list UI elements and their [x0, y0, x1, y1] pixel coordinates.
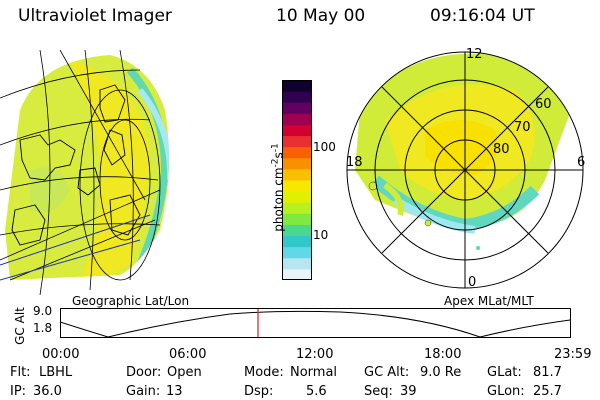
flt-value: LBHL [39, 365, 73, 380]
colorbar-swatch [282, 235, 312, 248]
colorbar-swatch [282, 91, 312, 103]
colorbar-swatch [282, 180, 312, 192]
colorbar-swatch [282, 213, 312, 225]
altitude-plot [60, 308, 571, 338]
door-label: Door: [126, 365, 162, 380]
colorbar-swatch [282, 202, 312, 214]
colorbar-swatch [282, 168, 312, 181]
gain-value: 13 [166, 384, 183, 399]
polar-mlt-18: 18 [346, 155, 363, 170]
altitude-xtick-1800: 18:00 [424, 347, 462, 362]
colorbar-swatch [282, 224, 312, 237]
gain-label: Gain: [126, 384, 161, 399]
polar-plot [346, 51, 584, 289]
colorbar-swatch [282, 135, 312, 148]
glon-label: GLon: [487, 384, 525, 399]
polar-mlt-6: 6 [577, 155, 586, 170]
flt-label: Flt: [10, 365, 31, 380]
colorbar-swatch [282, 146, 312, 159]
date-label: 10 May 00 [276, 6, 366, 26]
altitude-xtick-0600: 06:00 [169, 347, 207, 362]
colorbar-swatch [282, 102, 312, 114]
altitude-xtick-2359: 23:59 [554, 347, 592, 362]
altitude-xtick-0000: 00:00 [42, 347, 80, 362]
colorbar-tick-10: 10 [313, 228, 329, 242]
gcalt-label: GC Alt: [364, 365, 410, 380]
colorbar-tick-100: 100 [313, 140, 336, 154]
altitude-xtick-1200: 12:00 [296, 347, 334, 362]
colorbar-swatch [282, 268, 312, 280]
colorbar-unit-mid: s [271, 152, 286, 159]
colorbar-swatch [282, 80, 312, 92]
colorbar-swatch [282, 157, 312, 170]
colorbar-unit-main: photon cm [271, 167, 286, 232]
seq-value: 39 [400, 384, 417, 399]
dsp-value: 5.6 [306, 384, 327, 399]
time-label: 09:16:04 UT [430, 6, 535, 26]
colorbar-unit-label: photon cm-2s-1 [271, 128, 286, 248]
gcalt-value: 9.0 Re [420, 365, 462, 380]
altitude-ylabel: GC Alt [12, 307, 27, 345]
polar-lat-60: 60 [535, 97, 552, 112]
colorbar-swatch [282, 257, 312, 270]
dsp-label: Dsp: [244, 384, 274, 399]
mode-value: Normal [290, 365, 338, 380]
altitude-ytick-low: 1.8 [33, 321, 53, 335]
ip-label: IP: [10, 384, 27, 399]
ip-value: 36.0 [33, 384, 62, 399]
polar-lat-80: 80 [493, 142, 510, 157]
mode-label: Mode: [244, 365, 284, 380]
colorbar-swatch [282, 124, 312, 137]
colorbar-unit-exp2: -1 [270, 143, 281, 153]
glat-label: GLat: [487, 365, 522, 380]
glat-value: 81.7 [533, 365, 562, 380]
colorbar-swatch [282, 191, 312, 203]
polar-mlt-0: 0 [468, 275, 477, 290]
colorbar-swatch [282, 113, 312, 125]
polar-lat-70: 70 [514, 120, 531, 135]
polar-mlt-12: 12 [466, 47, 483, 62]
altitude-ytick-high: 9.0 [33, 304, 53, 318]
door-value: Open [167, 365, 202, 380]
geographic-map-label: Geographic Lat/Lon [72, 294, 190, 308]
seq-label: Seq: [364, 384, 393, 399]
colorbar-frame [282, 80, 312, 280]
geographic-map-image [0, 50, 169, 295]
colorbar-unit-exp1: -2 [270, 158, 281, 168]
instrument-title: Ultraviolet Imager [18, 6, 172, 26]
colorbar [282, 80, 312, 280]
colorbar-swatch [282, 246, 312, 259]
glon-value: 25.7 [533, 384, 562, 399]
polar-plot-label: Apex MLat/MLT [444, 294, 534, 308]
